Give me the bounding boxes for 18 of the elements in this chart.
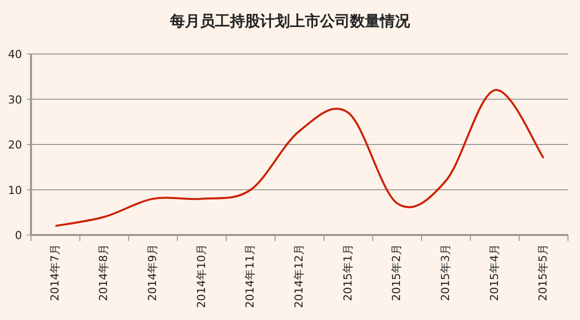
x-tick-label: 2015年3月 [438, 244, 452, 301]
x-tick-label: 2015年5月 [536, 244, 550, 301]
x-tick-label: 2014年11月 [244, 244, 257, 308]
line-series [54, 89, 545, 227]
y-tick-label: 0 [15, 229, 22, 242]
x-tick-label: 2015年1月 [341, 244, 354, 301]
x-tick-label: 2015年4月 [488, 244, 501, 301]
x-tick-label: 2014年8月 [97, 244, 110, 301]
x-tick-label: 2015年2月 [390, 244, 404, 301]
y-tick-label: 30 [8, 93, 22, 106]
x-tick-label: 2014年7月 [48, 244, 62, 301]
y-tick-label: 20 [8, 138, 22, 152]
y-tick-label: 40 [8, 48, 22, 61]
x-tick-label: 2014年12月 [292, 244, 306, 308]
chart-title: 每月员工持股计划上市公司数量情况 [169, 12, 411, 30]
y-tick-label: 10 [8, 184, 22, 197]
x-tick-label: 2014年9月 [146, 244, 160, 301]
x-tick-label: 2014年10月 [194, 244, 208, 308]
